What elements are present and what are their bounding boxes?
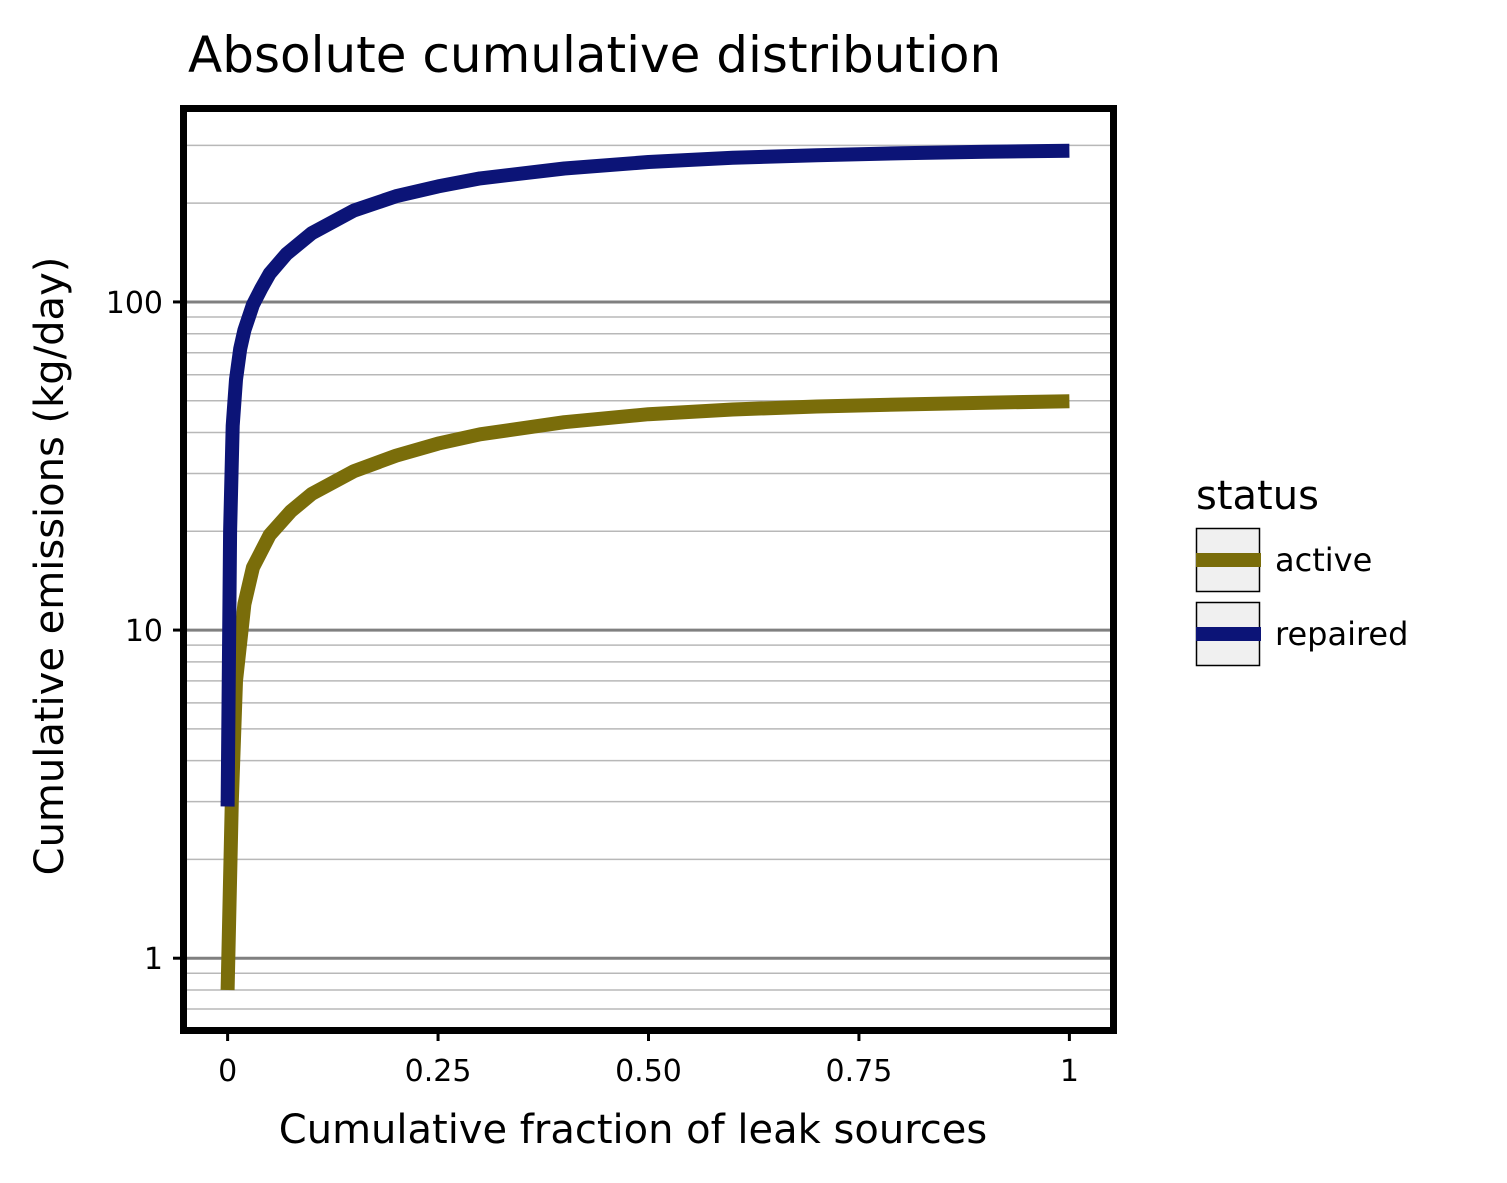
legend-title: status	[1196, 473, 1319, 519]
y-axis-title: Cumulative emissions (kg/day)	[27, 257, 73, 876]
legend-label: active	[1275, 541, 1372, 579]
x-tick-label: 0	[218, 1054, 237, 1089]
legend-label: repaired	[1275, 615, 1408, 653]
x-tick-label: 0.25	[405, 1054, 472, 1089]
legend-item-active: active	[1195, 527, 1372, 593]
series-line-active	[220, 394, 1070, 991]
legend-item-repaired: repaired	[1195, 601, 1408, 667]
grid-layer	[183, 144, 1114, 1032]
ticks-layer: 1 10 100 0 0.25 0.50 0.75 1	[106, 286, 1079, 1089]
x-tick-label: 1	[1060, 1054, 1079, 1089]
y-tick-label: 10	[125, 614, 163, 649]
series-layer	[220, 143, 1070, 991]
series-line-repaired	[220, 143, 1070, 807]
y-tick-label: 1	[144, 942, 163, 977]
legend-items: active repaired	[1195, 527, 1408, 667]
y-tick-label: 100	[106, 286, 163, 321]
legend: status active repaired	[1195, 473, 1408, 667]
plot-border	[180, 105, 1117, 1034]
x-axis-title: Cumulative fraction of leak sources	[279, 1107, 987, 1153]
chart-title: Absolute cumulative distribution	[188, 26, 1001, 84]
x-tick-label: 0.75	[826, 1054, 893, 1089]
x-tick-label: 0.50	[615, 1054, 682, 1089]
